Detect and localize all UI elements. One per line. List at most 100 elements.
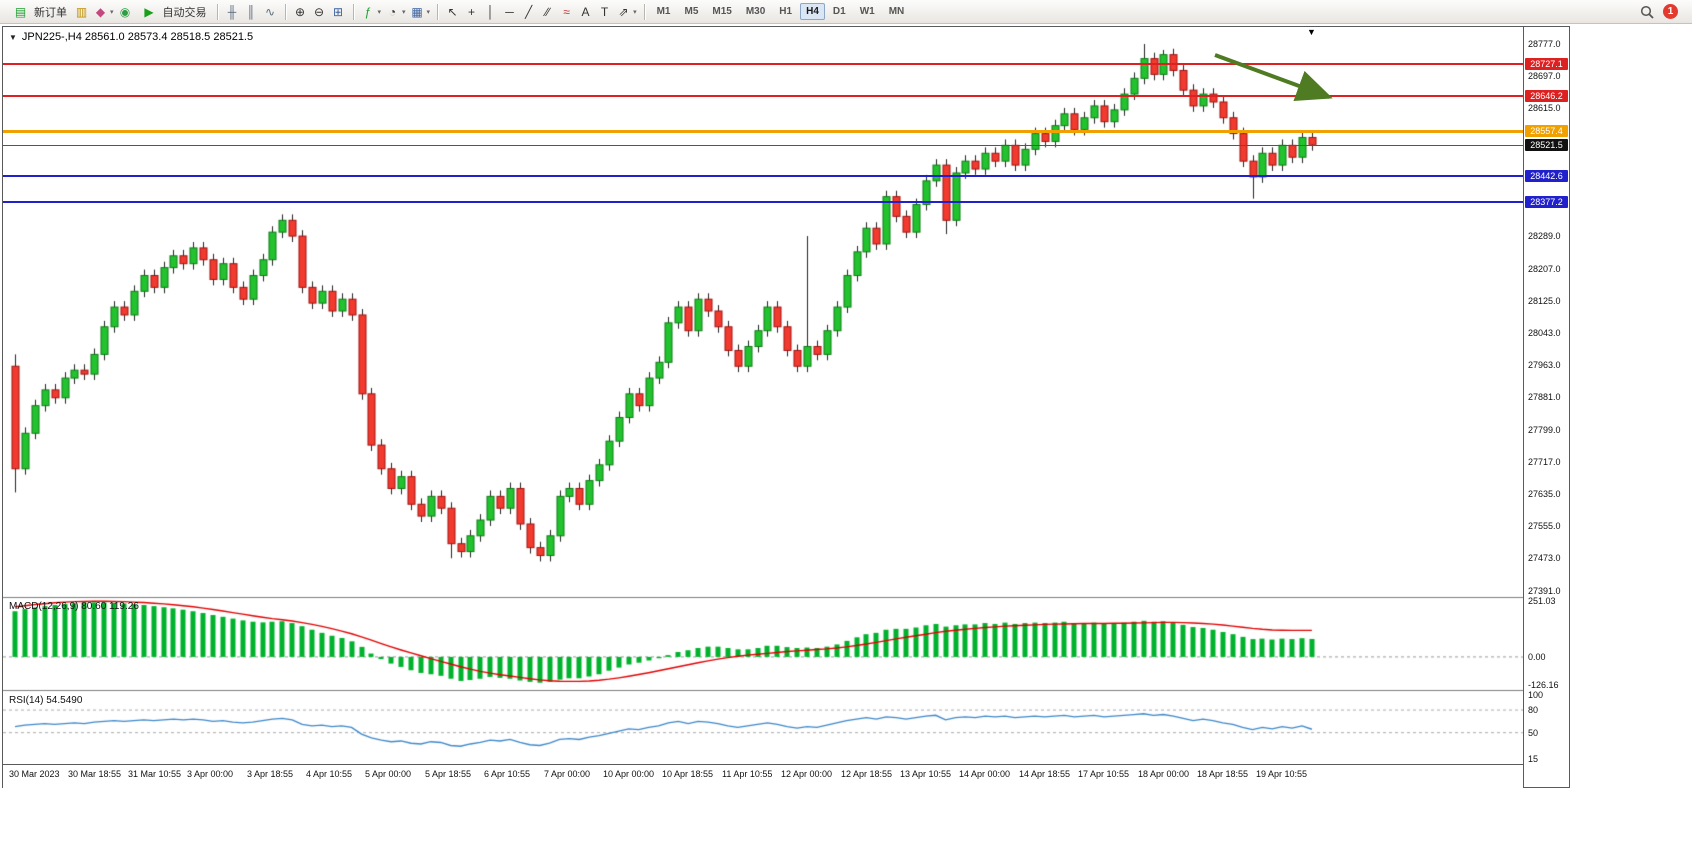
last-bar-marker-icon: ▼ (1307, 27, 1316, 37)
periods-dropdown-icon[interactable]: ▾ (402, 8, 406, 16)
price-level-badge: 28377.2 (1525, 196, 1568, 208)
price-tick: 27555.0 (1528, 521, 1561, 531)
timeframe-MN[interactable]: MN (888, 6, 905, 17)
price-level-badge: 28646.2 (1525, 90, 1568, 102)
toolbar-separator (437, 3, 439, 20)
time-label: 31 Mar 10:55 (128, 769, 182, 779)
price-axis[interactable]: 28777.0 28697.0 28615.0 28289.0 28207.0 28125… (1523, 27, 1569, 787)
timeframe-W1[interactable]: W1 (859, 6, 875, 17)
toolbar-separator (643, 3, 645, 20)
new-order-icon: ▤ (14, 4, 27, 19)
timeframe-H1[interactable]: H1 (779, 6, 793, 17)
symbol-ohlc-label: ▼ JPN225-,H4 28561.0 28573.4 28518.5 285… (9, 31, 253, 43)
zoom-out-icon[interactable]: ⊖ (313, 4, 325, 19)
fibonacci-icon[interactable]: ≈ (563, 4, 570, 19)
timeframe-M1[interactable]: M1 (656, 6, 671, 17)
profiles-icon[interactable]: ◆ (95, 4, 106, 19)
cursor-icon[interactable]: ↖ (447, 4, 458, 19)
bid-price-badge: 28521.5 (1525, 139, 1568, 151)
horizontal-level-line[interactable] (3, 63, 1523, 65)
text-icon[interactable]: A (581, 4, 590, 19)
notification-badge[interactable]: 1 (1663, 4, 1678, 19)
one-click-trading-icon[interactable]: ▼ (9, 32, 17, 42)
price-tick: 28043.0 (1528, 328, 1561, 338)
profiles-dropdown-icon[interactable]: ▾ (110, 8, 114, 16)
time-label: 18 Apr 00:00 (1138, 769, 1190, 779)
time-label: 10 Apr 18:55 (662, 769, 714, 779)
indicators-dropdown-icon[interactable]: ▾ (377, 8, 382, 16)
bar-chart-icon[interactable]: ╫ (227, 4, 237, 19)
horizontal-level-line[interactable] (3, 95, 1523, 97)
time-label: 30 Mar 2023 (9, 769, 60, 779)
vertical-line-icon[interactable]: │ (486, 4, 495, 19)
candlestick-chart-icon[interactable]: ║ (246, 4, 256, 19)
time-label: 13 Apr 10:55 (900, 769, 952, 779)
bid-price-line (3, 145, 1523, 146)
crosshair-icon[interactable]: + (468, 4, 476, 19)
time-label: 14 Apr 00:00 (959, 769, 1011, 779)
search-icon[interactable] (1640, 5, 1654, 19)
market-watch-icon[interactable]: ◉ (119, 4, 131, 19)
rsi-scale-tick: 50 (1528, 728, 1539, 738)
line-chart-icon[interactable]: ∿ (264, 4, 276, 19)
toolbar-separator (352, 3, 354, 20)
timeframe-M30[interactable]: M30 (745, 6, 766, 17)
arrows-dropdown-icon[interactable]: ▾ (633, 8, 637, 16)
tile-windows-icon[interactable]: ⊞ (332, 4, 344, 19)
zoom-in-icon[interactable]: ⊕ (294, 4, 306, 19)
auto-trading-button[interactable]: ▶ 自动交易 (135, 3, 212, 21)
timeframe-M15[interactable]: M15 (712, 6, 732, 17)
time-label: 12 Apr 18:55 (841, 769, 893, 779)
symbol-ohlc-text: JPN225-,H4 28561.0 28573.4 28518.5 28521… (21, 31, 254, 43)
rsi-indicator-label: RSI(14) 54.5490 (9, 695, 83, 706)
time-label: 30 Mar 18:55 (68, 769, 122, 779)
chart-plot-canvas[interactable] (3, 27, 1523, 787)
price-tick: 27635.0 (1528, 489, 1561, 499)
price-tick: 27473.0 (1528, 553, 1561, 563)
new-order-button[interactable]: ▤ 新订单 (6, 3, 72, 21)
time-label: 12 Apr 00:00 (781, 769, 833, 779)
periods-icon[interactable]: ◔ (388, 4, 397, 19)
horizontal-line-icon[interactable]: ─ (505, 4, 514, 19)
new-chart-icon[interactable]: ▥ (75, 4, 88, 19)
chart-window: ▼ JPN225-,H4 28561.0 28573.4 28518.5 285… (2, 26, 1570, 788)
price-tick: 28289.0 (1528, 231, 1561, 241)
macd-scale-tick: 0.00 (1528, 652, 1546, 662)
timeframe-D1[interactable]: D1 (832, 6, 846, 17)
toolbar-right-group: 1 (1640, 4, 1686, 19)
price-tick: 28777.0 (1528, 39, 1561, 49)
templates-dropdown-icon[interactable]: ▾ (426, 8, 431, 16)
time-label: 3 Apr 00:00 (187, 769, 234, 779)
time-label: 10 Apr 00:00 (603, 769, 655, 779)
indicators-icon[interactable]: ƒ (364, 4, 372, 19)
auto-trading-icon: ▶ (144, 4, 154, 19)
price-tick: 28125.0 (1528, 296, 1561, 306)
channel-icon[interactable]: ∕∕ (545, 4, 550, 19)
templates-icon[interactable]: ▦ (411, 4, 423, 19)
price-level-badge: 28442.6 (1525, 170, 1568, 182)
horizontal-level-line[interactable] (3, 175, 1523, 177)
arrows-tool-icon[interactable]: ⇗ (618, 4, 629, 19)
trendline-icon[interactable]: ╱ (524, 4, 533, 19)
time-label: 3 Apr 18:55 (247, 769, 294, 779)
price-tick: 28207.0 (1528, 264, 1561, 274)
macd-scale-tick: 251.03 (1528, 596, 1556, 606)
time-axis[interactable]: 30 Mar 2023 30 Mar 18:55 31 Mar 10:55 3 Apr… (3, 764, 1523, 788)
timeframe-M5[interactable]: M5 (684, 6, 699, 17)
time-label: 5 Apr 00:00 (365, 769, 412, 779)
timeframe-H4[interactable]: H4 (800, 3, 825, 20)
time-label: 18 Apr 18:55 (1197, 769, 1249, 779)
horizontal-level-line[interactable] (3, 130, 1523, 133)
horizontal-level-line[interactable] (3, 201, 1523, 203)
time-label: 17 Apr 10:55 (1078, 769, 1130, 779)
time-label: 5 Apr 18:55 (425, 769, 472, 779)
time-label: 11 Apr 10:55 (722, 769, 773, 779)
price-tick: 27717.0 (1528, 457, 1561, 467)
price-tick: 28697.0 (1528, 71, 1561, 81)
price-tick: 27799.0 (1528, 425, 1561, 435)
text-label-icon[interactable]: T (600, 4, 609, 19)
toolbar-separator (284, 3, 286, 20)
rsi-scale-tick: 80 (1528, 705, 1539, 715)
price-tick: 27963.0 (1528, 360, 1561, 370)
timeframe-group: M1 M5 M15 M30 H1 H4 D1 W1 MN (650, 3, 912, 20)
